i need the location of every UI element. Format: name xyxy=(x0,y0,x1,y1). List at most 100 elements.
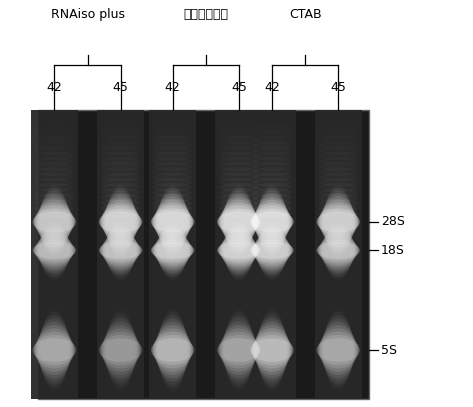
Ellipse shape xyxy=(254,325,290,375)
Ellipse shape xyxy=(151,338,194,362)
Ellipse shape xyxy=(102,328,140,372)
Ellipse shape xyxy=(156,228,189,273)
Ellipse shape xyxy=(253,234,291,266)
Ellipse shape xyxy=(319,202,357,241)
Ellipse shape xyxy=(252,332,292,368)
Ellipse shape xyxy=(250,242,294,259)
Text: 45: 45 xyxy=(231,81,247,94)
Ellipse shape xyxy=(100,239,141,261)
Ellipse shape xyxy=(154,232,191,269)
Bar xyxy=(315,110,362,399)
Ellipse shape xyxy=(256,315,288,385)
Ellipse shape xyxy=(156,193,189,250)
Ellipse shape xyxy=(102,232,139,269)
Ellipse shape xyxy=(104,228,137,273)
Ellipse shape xyxy=(317,239,359,261)
Text: 45: 45 xyxy=(330,81,346,94)
Ellipse shape xyxy=(253,202,291,241)
Ellipse shape xyxy=(100,208,141,235)
Ellipse shape xyxy=(152,335,193,365)
Text: CTAB: CTAB xyxy=(289,8,321,21)
Ellipse shape xyxy=(317,208,359,235)
Ellipse shape xyxy=(154,234,192,266)
Ellipse shape xyxy=(322,193,355,250)
Ellipse shape xyxy=(35,205,74,239)
Ellipse shape xyxy=(33,242,76,259)
Ellipse shape xyxy=(256,190,288,253)
Ellipse shape xyxy=(219,332,259,368)
Ellipse shape xyxy=(104,193,137,250)
Ellipse shape xyxy=(250,211,294,232)
Text: 本发明的方法: 本发明的方法 xyxy=(183,8,228,21)
Text: 5S: 5S xyxy=(381,344,397,357)
Text: 45: 45 xyxy=(113,81,129,94)
Ellipse shape xyxy=(35,202,73,241)
Ellipse shape xyxy=(36,232,73,269)
Ellipse shape xyxy=(254,197,289,247)
Bar xyxy=(31,110,78,399)
Ellipse shape xyxy=(99,211,142,232)
Ellipse shape xyxy=(37,322,72,379)
Ellipse shape xyxy=(321,322,356,379)
Ellipse shape xyxy=(252,237,292,264)
Ellipse shape xyxy=(222,318,255,382)
Ellipse shape xyxy=(101,205,140,239)
Ellipse shape xyxy=(220,202,258,241)
Ellipse shape xyxy=(316,211,360,232)
Ellipse shape xyxy=(251,239,293,261)
Ellipse shape xyxy=(99,242,142,259)
Ellipse shape xyxy=(154,199,191,244)
Ellipse shape xyxy=(99,338,142,362)
Ellipse shape xyxy=(153,332,193,368)
Ellipse shape xyxy=(320,232,357,269)
Ellipse shape xyxy=(153,237,193,264)
Ellipse shape xyxy=(222,193,255,250)
Ellipse shape xyxy=(254,232,290,269)
Ellipse shape xyxy=(221,197,256,247)
Ellipse shape xyxy=(34,208,75,235)
Ellipse shape xyxy=(152,208,193,235)
Ellipse shape xyxy=(319,234,357,266)
Ellipse shape xyxy=(323,190,354,253)
Ellipse shape xyxy=(318,205,358,239)
Ellipse shape xyxy=(155,322,190,379)
Ellipse shape xyxy=(316,242,360,259)
Ellipse shape xyxy=(217,211,261,232)
Bar xyxy=(215,110,263,399)
Ellipse shape xyxy=(158,188,187,256)
Ellipse shape xyxy=(317,335,359,365)
Ellipse shape xyxy=(220,234,258,266)
Ellipse shape xyxy=(106,188,135,256)
Ellipse shape xyxy=(320,199,357,244)
Ellipse shape xyxy=(35,328,73,372)
Ellipse shape xyxy=(35,237,74,264)
Ellipse shape xyxy=(154,202,192,241)
Ellipse shape xyxy=(253,328,291,372)
Ellipse shape xyxy=(102,325,139,375)
Ellipse shape xyxy=(155,230,190,271)
Text: 42: 42 xyxy=(264,81,280,94)
Ellipse shape xyxy=(219,209,258,218)
Text: RNAiso plus: RNAiso plus xyxy=(51,8,124,21)
Ellipse shape xyxy=(35,332,74,368)
Ellipse shape xyxy=(255,228,289,273)
Ellipse shape xyxy=(254,230,289,271)
Ellipse shape xyxy=(224,223,254,278)
Ellipse shape xyxy=(253,209,291,218)
Ellipse shape xyxy=(155,197,190,247)
Ellipse shape xyxy=(318,332,358,368)
Ellipse shape xyxy=(151,211,194,232)
Ellipse shape xyxy=(36,325,73,375)
Ellipse shape xyxy=(251,208,293,235)
Ellipse shape xyxy=(318,237,358,264)
Ellipse shape xyxy=(101,332,140,368)
Ellipse shape xyxy=(153,205,193,239)
Ellipse shape xyxy=(322,228,355,273)
Ellipse shape xyxy=(100,335,141,365)
Text: 18S: 18S xyxy=(381,244,404,257)
Ellipse shape xyxy=(323,225,354,276)
Ellipse shape xyxy=(34,335,75,365)
Ellipse shape xyxy=(33,338,76,362)
Ellipse shape xyxy=(251,335,293,365)
Ellipse shape xyxy=(256,225,288,276)
